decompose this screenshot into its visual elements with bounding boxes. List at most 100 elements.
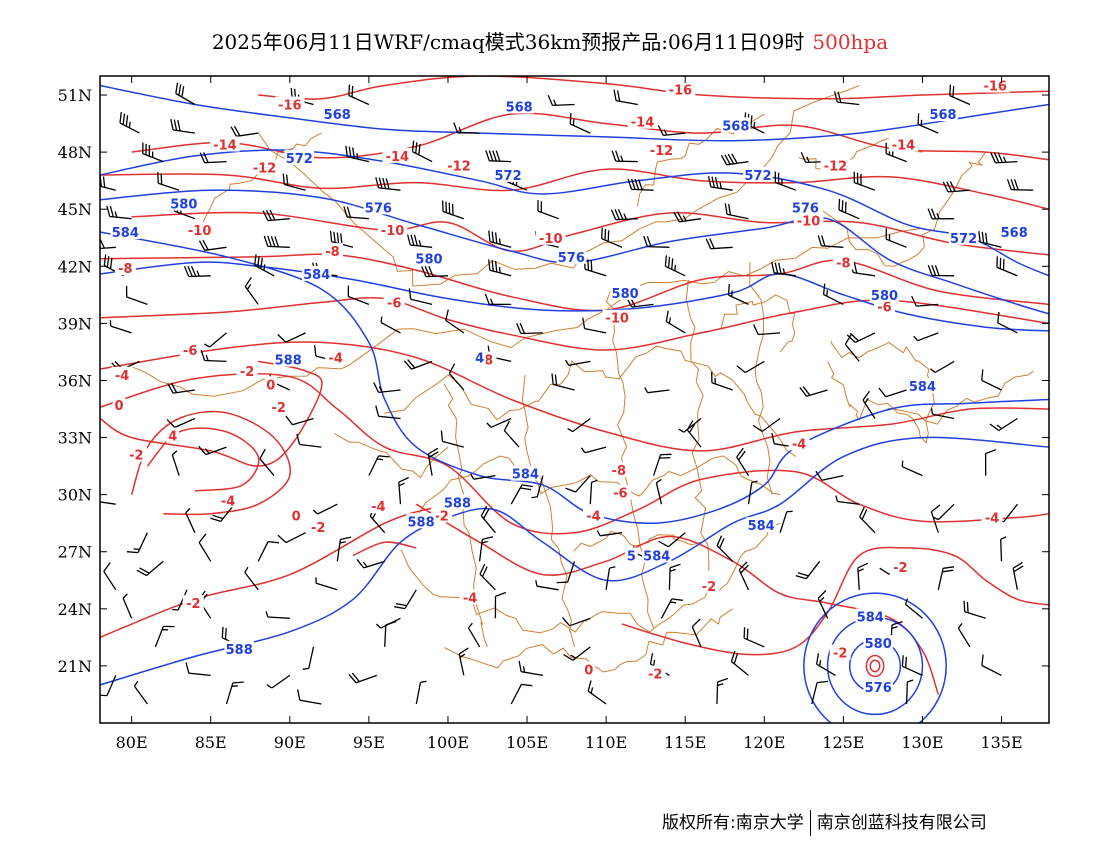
wind-barb [356,558,385,569]
contour-label-bg [382,147,413,163]
wind-barb [730,650,749,676]
contour-label-bg [790,199,821,215]
contour-label: -10 [605,312,629,327]
wind-barb [930,504,941,533]
contour-label-bg [869,286,900,302]
wind-barb [312,503,338,515]
contour-label: -8 [325,245,339,260]
contour-label-bg [582,507,604,523]
x-tick-label: 115E [664,733,706,752]
contour-label: 568 [929,108,956,123]
wind-barb [799,386,828,397]
contour-label-bg [268,399,290,415]
contour-label: 588 [226,643,253,658]
contour-label-bg [169,195,199,211]
contour-label: -12 [253,161,277,176]
wind-barb [580,446,607,454]
contour-label-bg [556,248,587,264]
contour-label-bg [504,98,534,114]
wind-barb [503,420,520,448]
contour-label: -12 [650,144,674,159]
typhoon-ring [803,592,947,723]
contour-label: 576 [558,251,585,266]
wind-barb [485,150,512,163]
contour-label: 0 [584,664,593,679]
contour-label-bg [363,199,394,215]
wind-barb [753,324,781,336]
wind-barb [547,94,575,107]
wind-barb [743,627,765,648]
wind-barb [348,672,378,684]
wind-barb [427,447,439,476]
wind-barb [484,293,512,306]
height-contour [100,84,1049,142]
wind-barb [348,84,370,106]
wind-barb [531,475,544,499]
contour-label: 568 [506,100,533,115]
wind-barb [516,322,543,335]
wind-barb [1000,536,1007,562]
wind-barb [996,256,1018,277]
axes: 80E 85E 90E 95E 100E 105E 110E 115E 120E 125E 130E… [58,76,1049,752]
province-boundary [685,280,710,571]
contour-label-bg [444,157,474,173]
x-tick-label: 125E [822,733,864,752]
contour-label-bg [125,446,147,462]
contour-label-bg [493,166,523,182]
wind-barb [981,654,1002,676]
contour-label: 584 [748,519,775,534]
wind-barb [857,562,869,590]
contour-label: 5 [627,550,636,565]
wind-barb [406,234,433,248]
wind-barb [862,390,876,419]
contour-label-bg [166,427,180,443]
wind-barb [265,611,290,619]
title-main: 2025年06月11日WRF/cmaq模式36km预报产品:06月11日09时 [211,30,805,54]
contour-label: 584 [303,268,330,283]
wind-barb [170,118,195,134]
temperature-ring [865,654,885,678]
contour-label: 572 [744,169,771,184]
wind-barb [752,417,781,432]
contour-label-bg [510,465,541,481]
wind-barb [551,373,575,391]
contour-label: 580 [612,287,639,302]
province-boundary [418,455,781,515]
wind-barb [981,369,1002,391]
wind-barb [724,203,749,220]
wind-barb [1012,561,1024,590]
contour-label-bg [536,229,566,245]
wind-barb [488,230,512,248]
temperature-contour [352,541,417,557]
y-tick-label: 39N [58,314,92,333]
wind-barb [440,430,464,448]
contour-label-bg [874,298,896,314]
wind-barb [1006,179,1034,191]
contour-label: 588 [444,496,471,511]
wind-barb [122,593,133,619]
wind-barb [658,532,686,548]
contour-label: -12 [447,159,471,174]
wind-barb [691,618,702,648]
x-tick-label: 90E [274,733,306,752]
wind-barb [394,589,417,610]
contour-labels: -16 -16 -16 -14 -14 -14 -14 -12 -12 -12 -12 -10 -10 -… [110,77,1029,696]
contour-label: 576 [365,201,392,216]
height-contour [100,189,1049,315]
wind-barb [285,415,314,426]
wind-barb [106,205,132,220]
wind-barb [942,181,970,193]
wind-barb [822,283,844,305]
contour-label: 588 [408,515,435,530]
wind-barb [738,561,750,591]
contour-label: -4 [792,437,806,452]
contour-label-bg [609,484,631,500]
contour-label-bg [788,435,810,451]
contour-label-bg [322,243,344,259]
y-tick-label: 42N [58,257,92,276]
wind-barb [589,479,598,505]
contour-label: -10 [188,224,212,239]
contour-label-bg [698,577,720,593]
contour-label-bg [602,309,632,325]
wind-barb [494,591,507,619]
